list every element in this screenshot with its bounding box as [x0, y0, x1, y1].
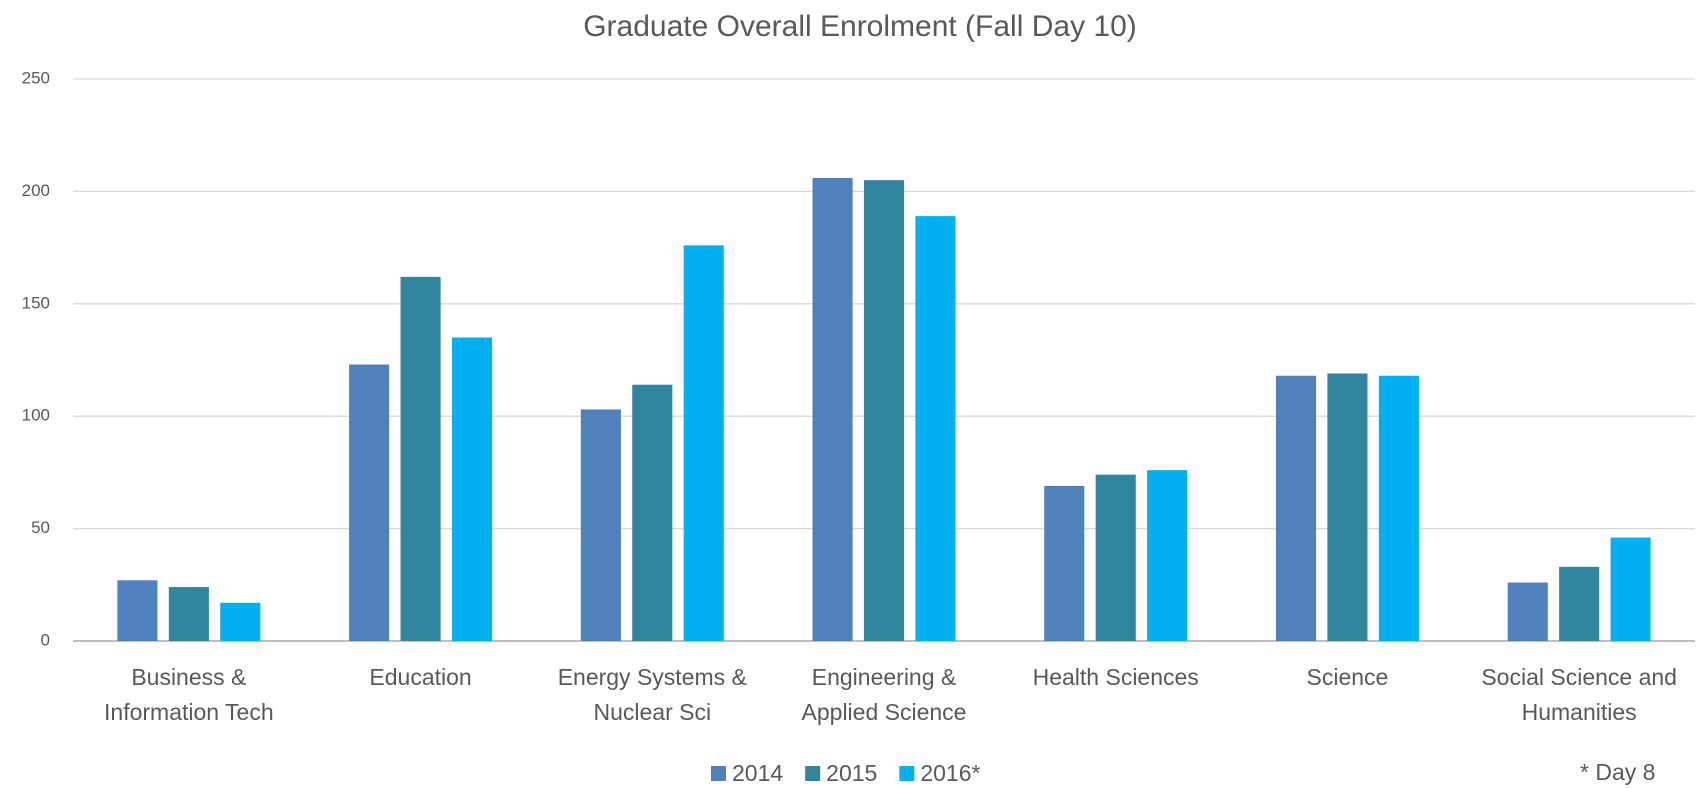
- x-tick-label: Science: [1307, 664, 1389, 690]
- x-tick-label: Applied Science: [802, 699, 967, 725]
- x-tick-label: Nuclear Sci: [593, 699, 711, 725]
- bar: [1044, 485, 1085, 641]
- bar: [1327, 373, 1368, 641]
- x-tick-label: Engineering &: [812, 664, 957, 690]
- bar: [1147, 470, 1188, 641]
- bar: [168, 587, 209, 641]
- bar: [812, 177, 853, 642]
- x-tick-label: Business &: [131, 664, 246, 690]
- bar: [400, 276, 441, 641]
- legend-label: 2016*: [920, 760, 980, 786]
- bar: [1095, 474, 1136, 641]
- annotation: * Day 8: [1580, 759, 1655, 785]
- bar: [580, 409, 621, 641]
- bar: [451, 337, 493, 641]
- bar: [1610, 537, 1651, 641]
- legend-swatch: [805, 766, 821, 781]
- bar: [863, 180, 905, 641]
- bar: [1275, 375, 1317, 641]
- legend-swatch: [711, 766, 726, 781]
- x-tick-label: Information Tech: [104, 699, 274, 725]
- legend-swatch: [899, 766, 915, 781]
- x-tick-label: Education: [369, 664, 471, 690]
- bar: [349, 364, 390, 641]
- bar: [1559, 566, 1600, 641]
- y-tick-label: 50: [31, 518, 50, 537]
- bar: [683, 245, 724, 642]
- legend-label: 2015: [826, 760, 877, 786]
- bar: [1507, 582, 1548, 641]
- bar: [632, 384, 673, 641]
- bar: [220, 602, 261, 641]
- bar: [915, 216, 956, 642]
- y-tick-label: 250: [22, 68, 50, 87]
- bar: [1378, 375, 1419, 641]
- x-tick-label: Humanities: [1522, 699, 1637, 725]
- bar: [117, 580, 158, 641]
- legend-label: 2014: [732, 760, 783, 786]
- y-tick-label: 0: [41, 630, 50, 649]
- y-tick-label: 100: [22, 406, 50, 425]
- x-tick-label: Social Science and: [1481, 664, 1677, 690]
- x-tick-label: Health Sciences: [1033, 664, 1199, 690]
- x-tick-label: Energy Systems &: [558, 664, 747, 690]
- y-tick-label: 200: [22, 181, 50, 200]
- y-tick-label: 150: [22, 293, 50, 312]
- chart-title: Graduate Overall Enrolment (Fall Day 10): [583, 10, 1137, 43]
